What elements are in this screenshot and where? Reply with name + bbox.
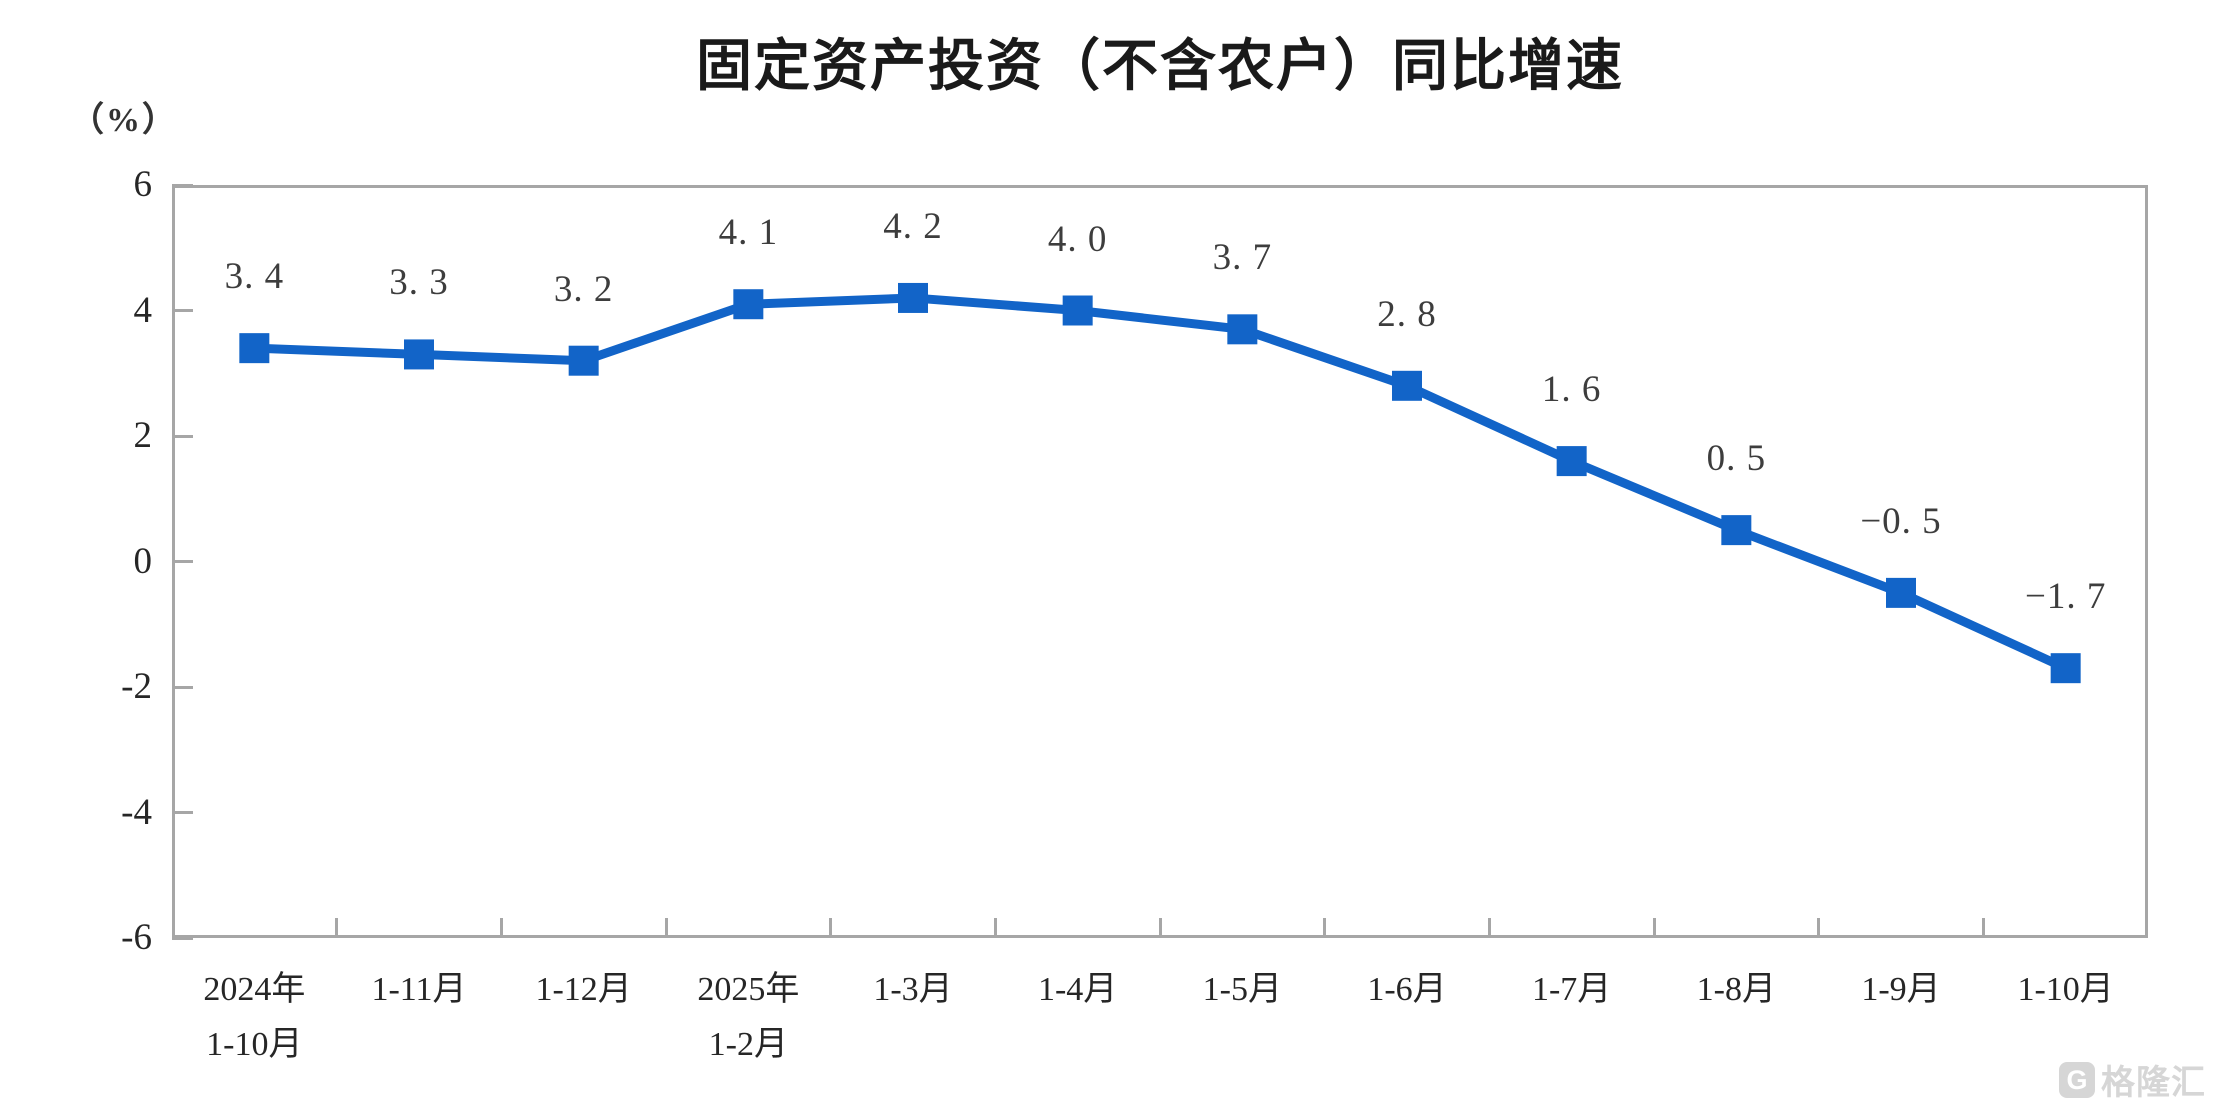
x-axis-tick-label: 1-7月: [1531, 971, 1612, 1008]
y-axis-tick-mark: [172, 434, 193, 438]
x-axis-tick-mark: [1158, 918, 1162, 938]
y-axis-tick-mark: [172, 560, 193, 563]
x-axis-tick-label: 1-4月: [1037, 971, 1118, 1008]
x-axis-tick-label: 2024年 1-10月: [203, 971, 306, 1063]
data-point-label: 4. 1: [718, 212, 779, 254]
y-axis-tick-label: -2: [121, 666, 152, 707]
x-axis-tick-mark: [499, 918, 503, 938]
y-axis-tick-mark: [172, 811, 193, 814]
x-axis-tick-label: 2025年 1-2月: [697, 971, 800, 1063]
data-point-label: 0. 5: [1706, 438, 1767, 480]
y-axis-tick-label: 6: [133, 164, 153, 205]
data-point-label: 3. 3: [389, 262, 449, 304]
data-point-label: 1. 6: [1541, 369, 1602, 411]
x-axis-tick-label: 1-6月: [1367, 971, 1447, 1008]
x-axis-tick-mark: [1652, 918, 1656, 938]
y-axis-tick-label: -4: [121, 791, 152, 833]
y-axis-tick-label: -6: [121, 917, 152, 958]
y-axis-tick-label: 2: [133, 415, 153, 456]
data-point-label: 4. 2: [883, 205, 943, 247]
y-axis-tick-mark: [172, 685, 193, 689]
x-axis-tick-mark: [993, 918, 997, 938]
y-axis-tick-mark: [172, 183, 193, 187]
x-axis-tick-label: 1-11月: [371, 971, 467, 1008]
data-point-label: 3. 7: [1212, 237, 1273, 279]
data-point-label: 2. 8: [1377, 293, 1437, 335]
data-point-label: 3. 2: [553, 268, 614, 310]
x-axis-tick-label: 1-3月: [873, 971, 953, 1008]
x-axis-tick-mark: [829, 918, 833, 938]
x-axis-tick-mark: [1817, 918, 1821, 938]
data-point-label: 3. 4: [224, 256, 285, 298]
x-axis-tick-label: 1-9月: [1861, 971, 1941, 1008]
x-axis-tick-mark: [1981, 918, 1985, 938]
y-axis-tick-mark: [172, 936, 193, 940]
watermark: G 格隆汇: [2059, 1055, 2206, 1104]
x-axis-tick-mark: [1487, 918, 1491, 938]
y-axis-tick-mark: [172, 309, 193, 312]
data-point-label: 4. 0: [1047, 218, 1108, 260]
data-point-label: −1. 7: [2024, 576, 2107, 618]
x-axis-tick-label: 1-10月: [2017, 971, 2114, 1008]
x-axis-tick-label: 1-8月: [1696, 971, 1776, 1008]
x-axis-tick-label: 1-5月: [1202, 971, 1282, 1008]
y-axis-tick-label: 0: [133, 540, 153, 582]
gelonghui-logo-icon: G: [2059, 1061, 2095, 1098]
y-axis-tick-label: 4: [133, 289, 153, 331]
y-axis-unit-label: （%）: [70, 102, 178, 139]
x-axis-tick-mark: [664, 918, 668, 938]
chart-title: 固定资产投资（不含农户）同比增速: [696, 34, 1624, 97]
x-axis-tick-label: 1-12月: [535, 971, 632, 1008]
data-point-label: −0. 5: [1860, 500, 1942, 542]
x-axis-tick-mark: [1323, 918, 1327, 938]
x-axis-tick-mark: [335, 918, 339, 938]
watermark-brand-text: 格隆汇: [2101, 1064, 2206, 1102]
